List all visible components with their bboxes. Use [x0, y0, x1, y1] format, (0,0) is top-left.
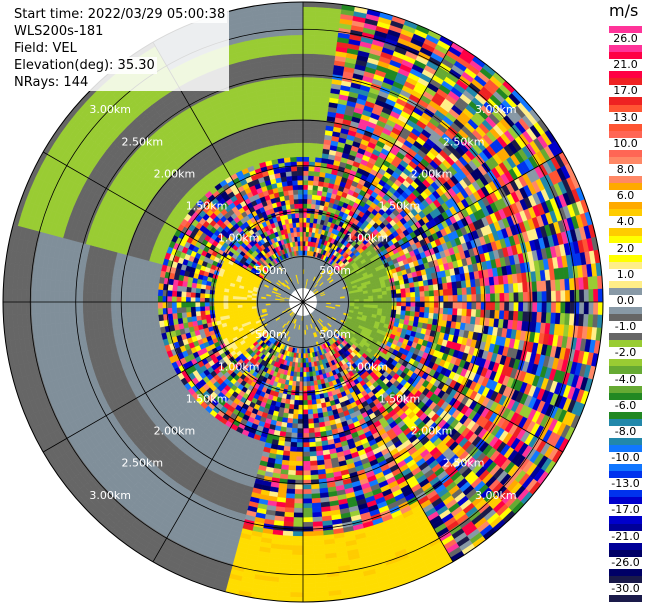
colorbar-bin: 6.0	[609, 183, 642, 210]
colorbar-bin: 8.0	[609, 156, 642, 184]
colorbar: 26.0 21.0 17.0 13.0 10.0 8.0 6.0 4.0 2.0 1.0 0.0 -1…	[609, 26, 642, 603]
nrays: NRays: 144	[12, 74, 91, 91]
colorbar-bin: 2.0	[609, 235, 642, 262]
range-ring-label: 2.50km	[122, 457, 164, 470]
range-ring-label: 3.00km	[475, 489, 517, 502]
colorbar-bin: 1.0	[609, 261, 642, 288]
colorbar-bin: -4.0	[609, 366, 642, 393]
range-ring-label: 2.00km	[154, 167, 196, 180]
range-ring-label: 2.50km	[443, 135, 485, 148]
range-ring-label: 3.00km	[89, 489, 131, 502]
colorbar-bin: -21.0	[609, 523, 642, 550]
colorbar-label: 10.0	[609, 137, 642, 150]
range-ring-label: 1.00km	[346, 232, 388, 245]
azimuth-spoke	[302, 301, 454, 563]
range-ring-label: 500m	[319, 264, 351, 277]
site-name: WLS200s-181	[12, 23, 106, 40]
colorbar-bin: -2.0	[609, 340, 642, 367]
colorbar-label: -26.0	[609, 556, 642, 569]
colorbar-label: 4.0	[609, 216, 642, 229]
colorbar-bin: -1.0	[609, 314, 642, 341]
colorbar-bin: 10.0	[609, 130, 642, 157]
colorbar-bin: -8.0	[609, 418, 642, 445]
colorbar-label: 1.0	[609, 268, 642, 281]
start-time: Start time: 2022/03/29 05:00:38	[12, 6, 228, 23]
colorbar-bin: 4.0	[609, 209, 642, 236]
colorbar-bin: -30.0	[609, 575, 642, 603]
colorbar-label: -10.0	[609, 452, 642, 465]
range-ring-labels: 500m 500m 500m 500m 1.00km 1.00km 1.00km 1.00km…	[89, 103, 516, 502]
azimuth-spoke	[42, 151, 304, 303]
azimuth-spoke	[302, 151, 564, 303]
colorbar-label: 13.0	[609, 111, 642, 124]
colorbar-label: -17.0	[609, 504, 642, 517]
colorbar-label: -13.0	[609, 478, 642, 491]
azimuth-spoke	[302, 41, 454, 303]
colorbar-label: 21.0	[609, 59, 642, 72]
colorbar-bin: -26.0	[609, 549, 642, 576]
colorbar-bin: 21.0	[609, 52, 642, 79]
colorbar-label: 8.0	[609, 164, 642, 177]
colorbar-bin: 13.0	[609, 104, 642, 131]
range-ring-label: 2.50km	[443, 457, 485, 470]
range-ring-label: 3.00km	[89, 103, 131, 116]
azimuth-spoke	[42, 301, 304, 453]
colorbar-label: 26.0	[609, 33, 642, 46]
colorbar-label: -4.0	[609, 373, 642, 386]
colorbar-unit: m/s	[609, 1, 639, 20]
colorbar-bin: -6.0	[609, 392, 642, 419]
elevation: Elevation(deg): 35.30	[12, 57, 157, 74]
range-ring-label: 500m	[255, 264, 287, 277]
colorbar-bin: 17.0	[609, 78, 642, 105]
range-ring-label: 2.00km	[411, 167, 453, 180]
colorbar-label: -8.0	[609, 425, 642, 438]
range-ring-label: 1.00km	[218, 232, 260, 245]
range-ring-label: 1.00km	[346, 360, 388, 373]
range-ring-label: 500m	[255, 328, 287, 341]
azimuth-spoke	[302, 301, 564, 453]
scan-info: Start time: 2022/03/29 05:00:38 WLS200s-…	[10, 6, 230, 91]
colorbar-bin: -10.0	[609, 445, 642, 472]
range-ring-label: 1.00km	[218, 360, 260, 373]
colorbar-label: -2.0	[609, 347, 642, 360]
colorbar-bin: -17.0	[609, 497, 642, 524]
colorbar-label: -30.0	[609, 583, 642, 596]
range-ring-label: 3.00km	[475, 103, 517, 116]
colorbar-bin: 26.0	[609, 26, 642, 53]
field-name: Field: VEL	[12, 40, 79, 57]
range-ring-label: 1.50km	[186, 200, 228, 213]
range-ring-label: 500m	[319, 328, 351, 341]
range-ring-label: 1.50km	[186, 392, 228, 405]
range-ring-label: 1.50km	[379, 392, 421, 405]
range-ring-label: 2.00km	[154, 425, 196, 438]
colorbar-label: -21.0	[609, 530, 642, 543]
range-rings	[2, 1, 604, 603]
range-ring-label: 1.50km	[379, 200, 421, 213]
colorbar-label: -6.0	[609, 399, 642, 412]
colorbar-label: 2.0	[609, 242, 642, 255]
colorbar-label: 6.0	[609, 190, 642, 203]
range-ring-label: 2.50km	[122, 135, 164, 148]
colorbar-label: 0.0	[609, 294, 642, 307]
colorbar-bin: 0.0	[609, 287, 642, 315]
range-ring-label: 2.00km	[411, 425, 453, 438]
colorbar-label: 17.0	[609, 85, 642, 98]
colorbar-bin: -13.0	[609, 471, 642, 498]
azimuth-spoke	[152, 301, 304, 563]
colorbar-label: -1.0	[609, 321, 642, 334]
